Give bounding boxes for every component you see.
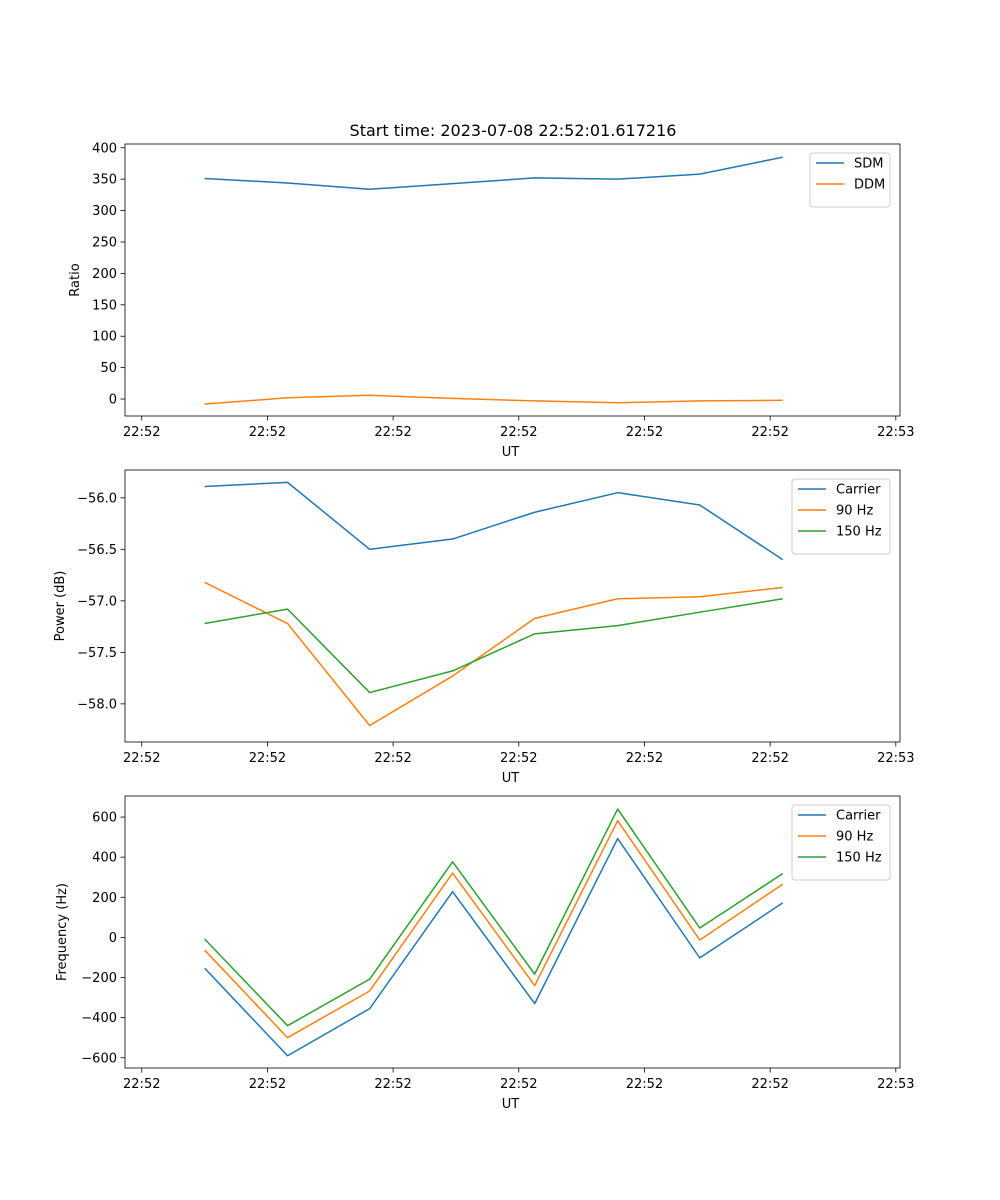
y-tick-label: 0	[109, 393, 117, 408]
y-axis-label: Ratio	[68, 263, 83, 296]
x-tick-label: 22:52	[374, 751, 411, 766]
series-line-150-hz	[204, 808, 784, 1027]
legend-label: 150 Hz	[836, 525, 882, 540]
chart-panel-1: 22:52 22:52 22:52 22:52 22:52 22:52 22:53 0 50 10…	[68, 141, 915, 460]
series-line-sdm	[204, 156, 783, 190]
x-tick-label: 22:52	[374, 1077, 411, 1092]
x-tick-label: 22:53	[877, 425, 914, 440]
series-line-carrier	[204, 837, 784, 1057]
legend-label: Carrier	[836, 483, 881, 498]
figure-title: Start time: 2023-07-08 22:52:01.617216	[350, 121, 677, 140]
axes-frame	[124, 469, 901, 743]
series-line-90-hz	[204, 581, 783, 727]
axes-frame	[124, 143, 901, 417]
y-tick-label: −57.5	[77, 646, 117, 661]
legend: SDM DDM	[809, 152, 891, 208]
y-tick-label: −400	[81, 1011, 117, 1026]
y-tick-label: 600	[92, 811, 117, 826]
x-tick-label: 22:52	[500, 751, 537, 766]
y-axis-label: Power (dB)	[53, 571, 68, 642]
series-line-carrier	[204, 481, 784, 561]
legend-label: 150 Hz	[836, 851, 882, 866]
x-tick-label: 22:53	[877, 1077, 914, 1092]
chart-panel-2: 22:52 22:52 22:52 22:52 22:52 22:52 22:53 −56.0…	[53, 469, 915, 786]
y-tick-label: 200	[92, 267, 117, 282]
series-line-90-hz	[204, 819, 784, 1039]
legend-box	[791, 478, 891, 555]
legend-label: 90 Hz	[836, 830, 873, 845]
y-tick-label: −57.0	[77, 594, 117, 609]
legend: Carrier 90 Hz 150 Hz	[791, 478, 891, 555]
x-tick-label: 22:52	[626, 425, 663, 440]
legend-label: Carrier	[836, 809, 881, 824]
y-tick-label: 350	[92, 173, 117, 188]
y-tick-label: 200	[92, 891, 117, 906]
legend-box	[809, 152, 891, 208]
y-tick-label: 400	[92, 851, 117, 866]
y-tick-label: −56.0	[77, 491, 117, 506]
x-tick-label: 22:52	[123, 425, 160, 440]
y-tick-label: −58.0	[77, 697, 117, 712]
x-tick-label: 22:53	[877, 751, 914, 766]
x-axis-label: UT	[502, 1097, 520, 1112]
x-tick-label: 22:52	[626, 1077, 663, 1092]
y-tick-label: 300	[92, 204, 117, 219]
legend-label: DDM	[854, 178, 885, 193]
y-tick-label: 50	[100, 361, 117, 376]
axes-frame	[124, 795, 901, 1069]
x-tick-label: 22:52	[123, 751, 160, 766]
legend: Carrier 90 Hz 150 Hz	[791, 804, 891, 881]
y-axis-label: Frequency (Hz)	[55, 883, 70, 981]
y-tick-label: 150	[92, 298, 117, 313]
x-tick-label: 22:52	[249, 425, 286, 440]
x-tick-label: 22:52	[374, 425, 411, 440]
legend-box	[791, 804, 891, 881]
legend-label: 90 Hz	[836, 504, 873, 519]
x-axis-label: UT	[502, 445, 520, 460]
chart-panel-3: 22:52 22:52 22:52 22:52 22:52 22:52 22:53 600 40…	[55, 795, 915, 1112]
y-tick-label: −600	[81, 1051, 117, 1066]
x-tick-label: 22:52	[626, 751, 663, 766]
y-tick-label: 0	[109, 931, 117, 946]
x-tick-label: 22:52	[249, 751, 286, 766]
x-axis-label: UT	[502, 771, 520, 786]
series-line-150-hz	[204, 598, 783, 694]
x-tick-label: 22:52	[500, 1077, 537, 1092]
x-tick-label: 22:52	[751, 425, 788, 440]
y-tick-label: 100	[92, 330, 117, 345]
x-tick-label: 22:52	[751, 751, 788, 766]
x-tick-label: 22:52	[249, 1077, 286, 1092]
x-tick-label: 22:52	[123, 1077, 160, 1092]
y-tick-label: 250	[92, 235, 117, 250]
y-tick-label: 400	[92, 141, 117, 156]
x-tick-label: 22:52	[751, 1077, 788, 1092]
series-line-ddm	[204, 394, 783, 405]
x-tick-label: 22:52	[500, 425, 537, 440]
legend-label: SDM	[854, 157, 883, 172]
y-tick-label: −200	[81, 971, 117, 986]
y-tick-label: −56.5	[77, 543, 117, 558]
